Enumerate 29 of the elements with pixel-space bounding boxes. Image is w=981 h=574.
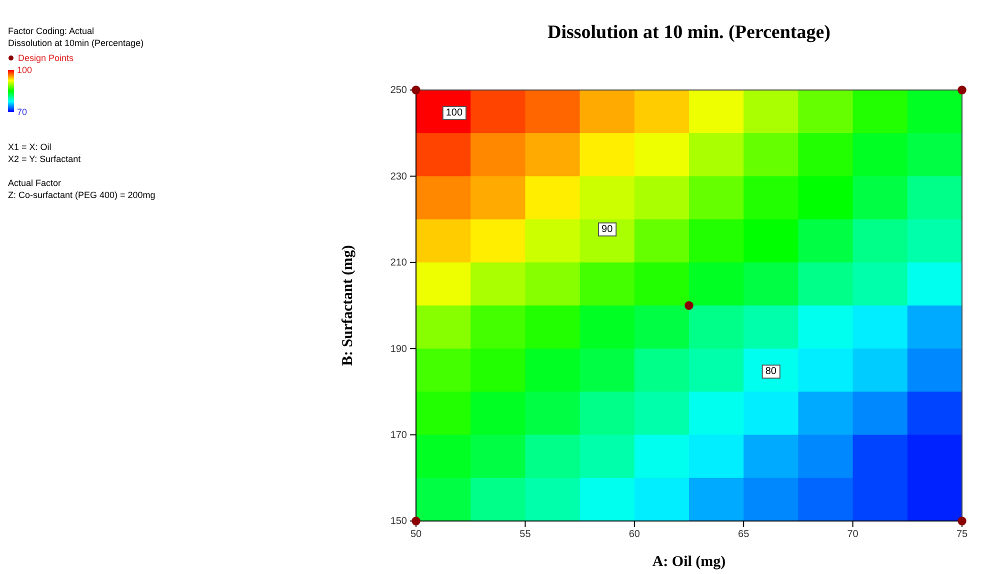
x-tick-label: 70 (847, 529, 859, 540)
x-tick-label: 75 (956, 529, 968, 540)
legend-label: Design Points (18, 53, 74, 63)
text: Actual Factor (8, 178, 62, 188)
y-tick-label: 190 (390, 344, 408, 355)
x-tick-label: 55 (520, 529, 532, 540)
y-axis-title: B: Surfactant (mg) (340, 245, 356, 366)
text: Z: Co-surfactant (PEG 400) = 200mg (8, 190, 156, 200)
x-tick-label: 50 (410, 529, 422, 540)
x-axis-title: A: Oil (mg) (652, 554, 726, 570)
text: X2 = Y: Surfactant (8, 154, 82, 164)
chart-title: Dissolution at 10 min. (Percentage) (547, 22, 831, 43)
y-tick-label: 170 (390, 430, 408, 441)
x-tick-label: 65 (738, 529, 750, 540)
y-tick-label: 210 (390, 258, 408, 269)
color-bar-title: Dissolution at 10min (Percentage) (8, 38, 144, 48)
point (684, 301, 694, 310)
annotation: 80 (765, 366, 777, 378)
x-tick-label: 60 (628, 529, 640, 540)
annotation: 100 (446, 108, 463, 119)
color-bar-label: 100 (17, 65, 32, 75)
y-tick-label: 230 (390, 171, 408, 182)
text: Factor Coding: Actual (8, 26, 94, 36)
color-bar-label: 70 (17, 107, 28, 117)
point (958, 86, 966, 94)
y-tick-label: 150 (390, 516, 408, 528)
annotation: 90 (602, 224, 614, 235)
text: X1 = X: Oil (8, 142, 52, 152)
y-tick-label: 250 (390, 85, 408, 96)
